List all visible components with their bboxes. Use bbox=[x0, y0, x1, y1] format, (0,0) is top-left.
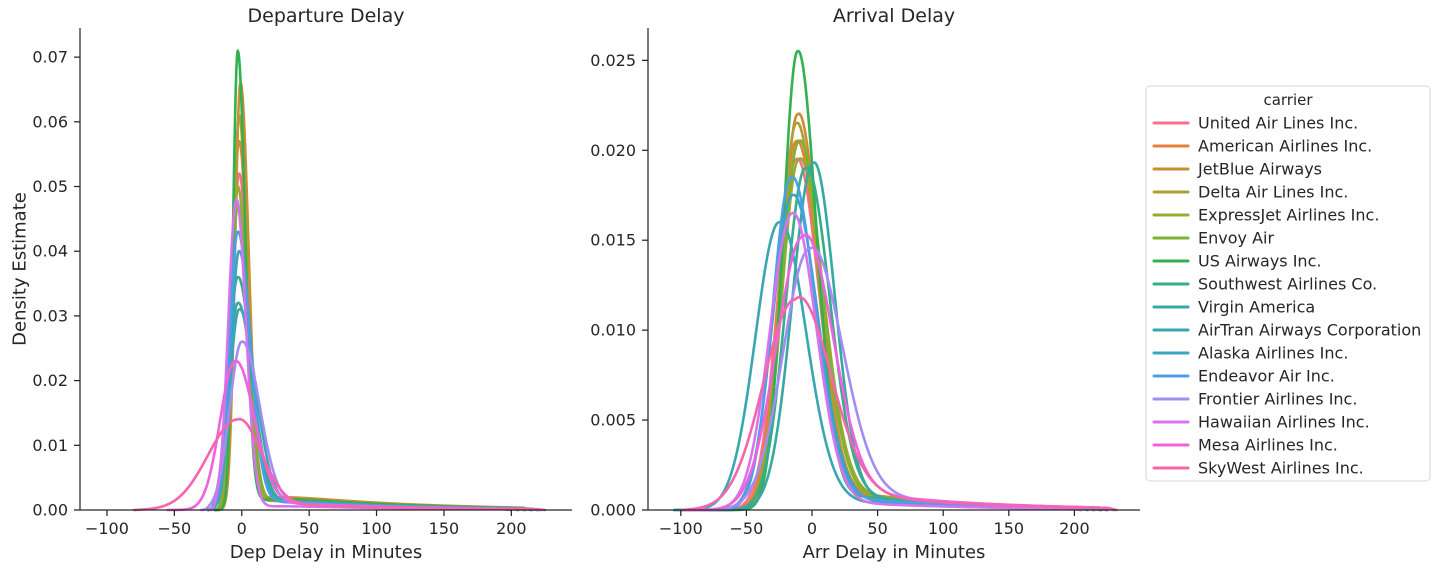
axes: −100 −50 0 50 100 150 200 0.000 0.005 0.010 0.015 0… bbox=[590, 28, 1140, 538]
y-tick-label: 0.005 bbox=[590, 411, 636, 430]
density-curve bbox=[686, 211, 1083, 512]
density-curve bbox=[679, 295, 1118, 512]
legend: carrier United Air Lines Inc. American Ai… bbox=[1145, 85, 1431, 482]
density-curve bbox=[699, 139, 1096, 512]
y-tick-label: 0.07 bbox=[32, 48, 68, 67]
departure-delay-panel: Departure Delay Dep Delay in Minutes Den… bbox=[10, 5, 572, 563]
legend-item: United Air Lines Inc. bbox=[1152, 114, 1358, 133]
axes: −100 −50 0 50 100 150 200 0.00 0.01 0.02 0.03 0.04 0… bbox=[32, 28, 572, 538]
legend-label: Alaska Airlines Inc. bbox=[1198, 344, 1348, 363]
legend-label: US Airways Inc. bbox=[1198, 252, 1321, 271]
x-tick-label: −50 bbox=[157, 519, 191, 538]
legend-title: carrier bbox=[1263, 91, 1313, 109]
density-curve bbox=[679, 233, 1109, 512]
y-tick-label: 0.000 bbox=[590, 501, 636, 520]
x-tick-label: 100 bbox=[928, 519, 959, 538]
legend-label: American Airlines Inc. bbox=[1198, 137, 1372, 156]
legend-label: AirTran Airways Corporation bbox=[1198, 321, 1421, 340]
legend-item: SkyWest Airlines Inc. bbox=[1152, 459, 1364, 478]
density-curve bbox=[679, 193, 1102, 512]
x-tick-label: 100 bbox=[361, 519, 392, 538]
density-curve bbox=[679, 246, 1116, 512]
legend-label: ExpressJet Airlines Inc. bbox=[1198, 206, 1379, 225]
legend-item: Endeavor Air Inc. bbox=[1152, 367, 1335, 386]
legend-item: Envoy Air bbox=[1152, 229, 1274, 248]
legend-item: Hawaiian Airlines Inc. bbox=[1152, 413, 1370, 432]
legend-label: Frontier Airlines Inc. bbox=[1198, 390, 1357, 409]
legend-item: US Airways Inc. bbox=[1152, 252, 1321, 271]
x-tick-label: −100 bbox=[659, 519, 703, 538]
density-curves bbox=[132, 49, 547, 512]
y-axis-label: Density Estimate bbox=[10, 192, 31, 346]
y-tick-label: 0.04 bbox=[32, 242, 68, 261]
x-axis-label: Arr Delay in Minutes bbox=[803, 542, 986, 563]
y-tick-label: 0.01 bbox=[32, 436, 68, 455]
y-tick-label: 0.05 bbox=[32, 177, 68, 196]
legend-item: American Airlines Inc. bbox=[1152, 137, 1372, 156]
legend-item: AirTran Airways Corporation bbox=[1152, 321, 1421, 340]
x-tick-label: 0 bbox=[807, 519, 817, 538]
y-tick-label: 0.015 bbox=[590, 231, 636, 250]
y-tick-label: 0.03 bbox=[32, 306, 68, 325]
density-curve bbox=[679, 161, 1102, 512]
y-tick-label: 0.020 bbox=[590, 141, 636, 160]
x-tick-label: 200 bbox=[1059, 519, 1090, 538]
y-tick-label: 0.02 bbox=[32, 371, 68, 390]
legend-label: Mesa Airlines Inc. bbox=[1198, 436, 1338, 455]
legend-item: Southwest Airlines Co. bbox=[1152, 275, 1377, 294]
x-tick-label: 50 bbox=[299, 519, 319, 538]
legend-item: ExpressJet Airlines Inc. bbox=[1152, 206, 1379, 225]
density-curve bbox=[672, 166, 1109, 512]
legend-item: Delta Air Lines Inc. bbox=[1152, 183, 1348, 202]
density-curves bbox=[672, 49, 1118, 512]
legend-item: Frontier Airlines Inc. bbox=[1152, 390, 1357, 409]
legend-label: Hawaiian Airlines Inc. bbox=[1198, 413, 1370, 432]
x-axis-label: Dep Delay in Minutes bbox=[230, 542, 422, 563]
x-tick-label: 200 bbox=[496, 519, 527, 538]
legend-label: Endeavor Air Inc. bbox=[1198, 367, 1335, 386]
x-tick-label: 150 bbox=[429, 519, 460, 538]
legend-label: Delta Air Lines Inc. bbox=[1198, 183, 1348, 202]
y-tick-label: 0.06 bbox=[32, 112, 68, 131]
legend-label: Southwest Airlines Co. bbox=[1198, 275, 1377, 294]
legend-item: JetBlue Airways bbox=[1152, 160, 1322, 179]
x-tick-label: 50 bbox=[867, 519, 887, 538]
x-tick-label: 0 bbox=[237, 519, 247, 538]
legend-item: Alaska Airlines Inc. bbox=[1152, 344, 1348, 363]
panel-title: Arrival Delay bbox=[833, 5, 955, 27]
density-curve bbox=[132, 417, 547, 512]
panel-title: Departure Delay bbox=[248, 5, 405, 27]
y-tick-label: 0.025 bbox=[590, 51, 636, 70]
legend-label: Envoy Air bbox=[1198, 229, 1274, 248]
legend-label: United Air Lines Inc. bbox=[1198, 114, 1358, 133]
y-tick-label: 0.00 bbox=[32, 501, 68, 520]
x-tick-label: −50 bbox=[730, 519, 764, 538]
legend-label: JetBlue Airways bbox=[1197, 160, 1322, 179]
y-tick-label: 0.010 bbox=[590, 321, 636, 340]
legend-item: Mesa Airlines Inc. bbox=[1152, 436, 1338, 455]
x-tick-label: −100 bbox=[85, 519, 129, 538]
legend-label: SkyWest Airlines Inc. bbox=[1198, 459, 1364, 478]
arrival-delay-panel: Arrival Delay Arr Delay in Minutes −100−… bbox=[590, 5, 1140, 563]
legend-label: Virgin America bbox=[1198, 298, 1315, 317]
x-tick-label: 150 bbox=[994, 519, 1025, 538]
legend-item: Virgin America bbox=[1152, 298, 1315, 317]
legend-frame bbox=[1145, 85, 1431, 482]
